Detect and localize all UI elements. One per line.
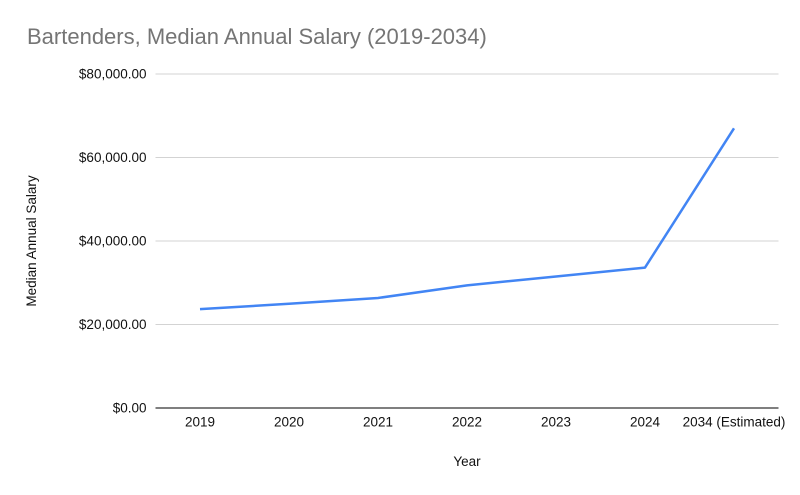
y-tick-label: $0.00 (113, 401, 147, 416)
x-tick-label: 2024 (630, 415, 661, 430)
y-tick-label: $60,000.00 (79, 150, 147, 165)
x-tick-label: 2023 (541, 415, 571, 430)
x-tick-label: 2019 (185, 415, 215, 430)
y-tick-label: $40,000.00 (79, 234, 147, 249)
x-axis-title: Year (453, 454, 481, 469)
x-tick-label: 2020 (274, 415, 304, 430)
chart-title: Bartenders, Median Annual Salary (2019-2… (27, 24, 487, 49)
salary-line-series (199, 127, 736, 311)
y-axis-title: Median Annual Salary (24, 175, 39, 307)
y-tick-label: $20,000.00 (79, 317, 147, 332)
x-tick-label: 2021 (363, 415, 393, 430)
x-tick-label: 2034 (Estimated) (683, 415, 786, 430)
x-tick-label: 2022 (452, 415, 482, 430)
y-tick-label: $80,000.00 (79, 67, 147, 82)
